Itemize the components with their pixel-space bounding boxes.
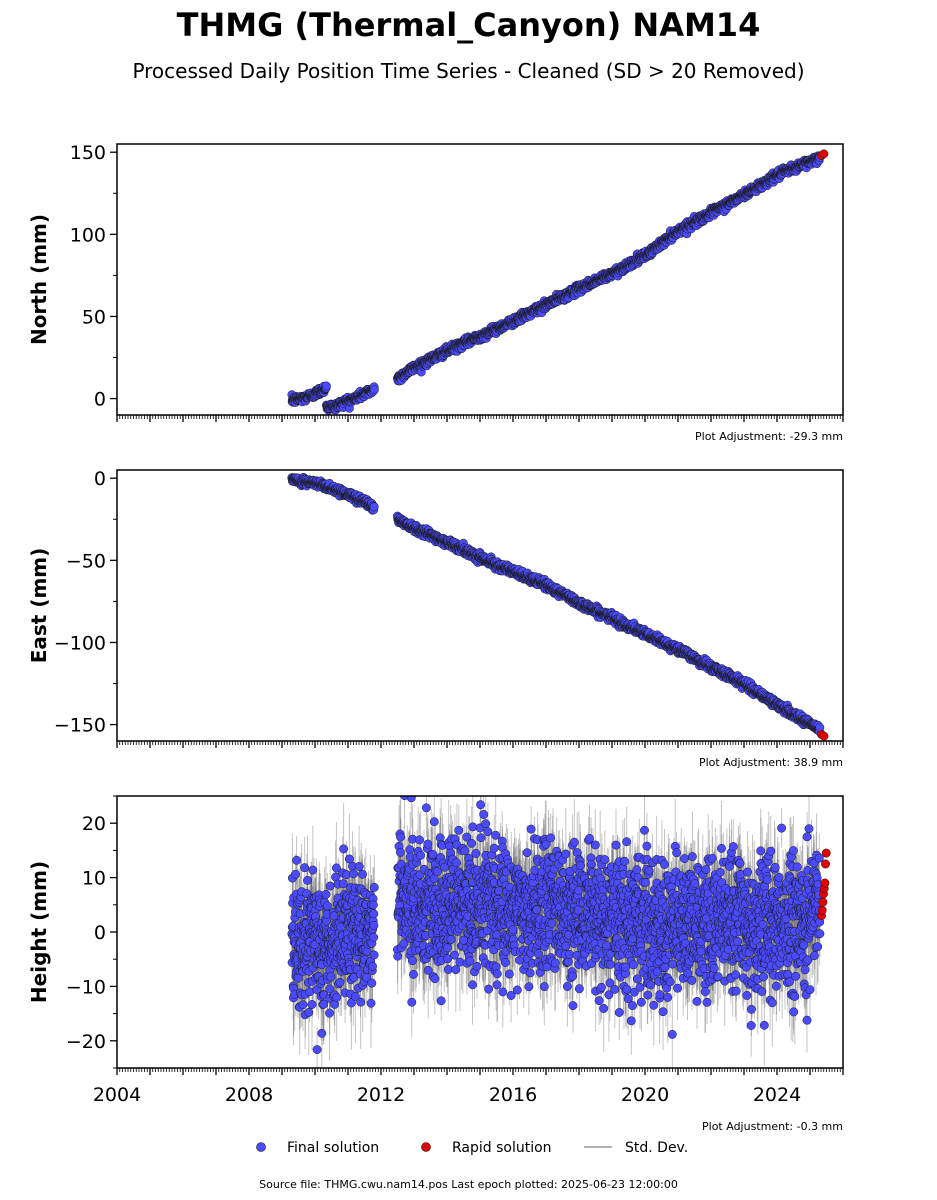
north-x-axis <box>116 415 844 422</box>
y-tick-label: 0 <box>94 389 106 411</box>
north-plot-frame <box>116 143 844 416</box>
east-x-axis <box>116 741 844 748</box>
north-y-axis: 0 50 100 150 <box>70 142 117 411</box>
y-tick-label: 100 <box>70 224 106 246</box>
y-tick-label: 150 <box>70 142 106 164</box>
north-y-axis-label: North (mm) <box>27 214 51 345</box>
east-panel: 0−50−100−150 East (mm) Plot Adjustment: … <box>27 468 844 769</box>
east-plot-frame <box>116 469 844 742</box>
final-solution-point <box>321 381 331 391</box>
y-tick-label: −50 <box>66 550 106 572</box>
y-tick-label: 50 <box>82 306 106 328</box>
east-marks <box>287 472 829 741</box>
chart-title: THMG (Thermal_Canyon) NAM14 <box>177 6 761 44</box>
chart-subtitle: Processed Daily Position Time Series - C… <box>132 59 804 83</box>
y-tick-label: 0 <box>94 468 106 490</box>
rapid-solution-point <box>819 149 829 159</box>
north-marks <box>287 149 829 415</box>
north-panel: 0 50 100 150 North (mm) Plot Adjustment: -2… <box>27 142 844 443</box>
y-tick-label: −100 <box>54 632 106 654</box>
final-solution-point <box>369 385 379 395</box>
rapid-solution-point <box>819 731 829 741</box>
final-solution-point <box>369 502 379 512</box>
north-plot-adjustment: Plot Adjustment: -29.3 mm <box>695 430 843 443</box>
east-y-axis: 0 −50 −100 −150 <box>54 468 117 737</box>
y-tick-label: −150 <box>54 715 106 737</box>
